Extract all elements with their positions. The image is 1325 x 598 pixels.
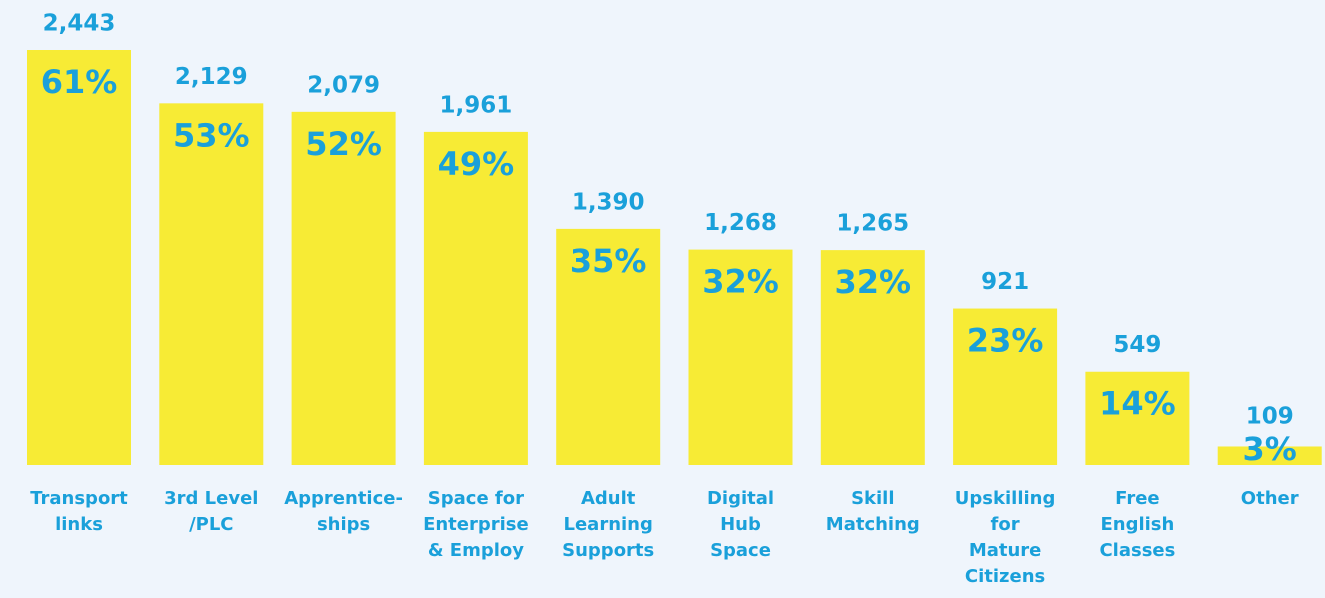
percent-label: 23% [967, 322, 1044, 360]
bar [423, 131, 528, 465]
count-label: 1,390 [572, 189, 645, 215]
percent-label: 32% [835, 263, 912, 301]
category-label: 3rd Level [164, 488, 258, 509]
category-label: Supports [562, 540, 654, 561]
count-label: 2,443 [43, 11, 116, 37]
category-label: & Employ [428, 540, 524, 561]
category-label: Space for [428, 488, 524, 509]
category-label: for [991, 514, 1020, 535]
category-label: /PLC [189, 514, 233, 535]
percent-label: 3% [1243, 430, 1297, 468]
category-label: Other [1241, 488, 1299, 509]
category-label: Citizens [965, 566, 1045, 587]
category-label: ships [317, 514, 370, 535]
percent-label: 49% [438, 145, 515, 183]
percent-label: 52% [305, 125, 382, 163]
bar [1085, 371, 1190, 465]
category-label: Enterprise [423, 514, 529, 535]
percent-label: 32% [702, 263, 779, 301]
category-label: Classes [1099, 540, 1175, 561]
bar [556, 228, 661, 465]
category-label: Adult [581, 488, 636, 509]
category-label: Free [1115, 488, 1159, 509]
bar [953, 308, 1058, 465]
category-label: English [1100, 514, 1174, 535]
category-label: links [55, 514, 103, 535]
category-label: Apprentice- [284, 488, 403, 509]
category-label: Space [710, 540, 771, 561]
bar [291, 111, 396, 466]
percent-label: 61% [41, 63, 118, 101]
bar [27, 50, 131, 465]
count-label: 1,268 [704, 210, 777, 236]
percent-label: 35% [570, 242, 647, 280]
category-label: Upskilling [955, 488, 1056, 509]
category-label: Digital [707, 488, 774, 509]
category-label: Transport [30, 488, 128, 509]
count-label: 109 [1246, 404, 1294, 430]
percent-label: 53% [173, 116, 250, 154]
count-label: 2,129 [175, 64, 248, 90]
count-label: 921 [981, 269, 1029, 295]
bar [1217, 446, 1322, 465]
bar [820, 250, 925, 465]
count-label: 1,265 [836, 211, 909, 237]
category-label: Mature [969, 540, 1042, 561]
category-label: Learning [564, 514, 653, 535]
category-label: Hub [720, 514, 761, 535]
category-label: Skill [851, 488, 894, 509]
count-label: 2,079 [307, 72, 380, 98]
count-label: 549 [1113, 332, 1161, 358]
category-label: Matching [826, 514, 920, 535]
bar [688, 249, 793, 465]
bar [159, 103, 264, 466]
percent-label: 14% [1099, 385, 1176, 423]
count-label: 1,961 [440, 92, 513, 118]
